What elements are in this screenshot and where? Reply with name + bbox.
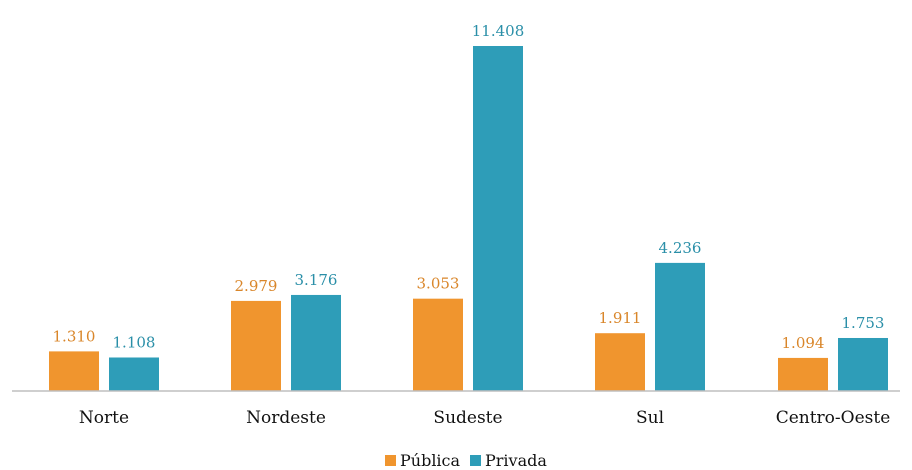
legend-swatch-publica	[385, 455, 396, 466]
value-label-publica-nordeste: 2.979	[235, 277, 278, 295]
value-label-privada-sudeste: 11.408	[472, 22, 525, 40]
legend-label-publica: Pública	[400, 451, 461, 470]
bar-privada-sudeste	[473, 46, 523, 391]
bar-publica-nordeste	[231, 300, 281, 391]
value-label-privada-nordeste: 3.176	[295, 271, 338, 289]
value-label-privada-centro-oeste: 1.753	[842, 314, 885, 332]
bars-group	[49, 46, 888, 391]
bar-publica-norte	[49, 351, 99, 391]
bar-publica-sudeste	[413, 298, 463, 391]
value-labels-group: 1.310 1.108 2.979 3.176 3.053 11.408 1.911 4.23…	[53, 22, 885, 352]
value-label-privada-sul: 4.236	[659, 239, 702, 257]
value-label-publica-centro-oeste: 1.094	[782, 334, 825, 352]
value-label-publica-norte: 1.310	[53, 327, 96, 345]
bar-privada-nordeste	[291, 294, 341, 391]
category-label-sul: Sul	[636, 408, 664, 428]
legend-label-privada: Privada	[485, 451, 547, 470]
category-label-norte: Norte	[79, 408, 129, 428]
category-label-nordeste: Nordeste	[246, 408, 326, 428]
value-label-privada-norte: 1.108	[113, 333, 156, 351]
bar-privada-norte	[109, 357, 159, 391]
category-label-centro-oeste: Centro-Oeste	[776, 408, 891, 428]
bar-privada-centro-oeste	[838, 337, 888, 391]
legend-swatch-privada	[470, 455, 481, 466]
value-label-publica-sul: 1.911	[599, 309, 642, 327]
bar-publica-sul	[595, 333, 645, 391]
value-label-publica-sudeste: 3.053	[417, 275, 460, 293]
category-labels-group: Norte Nordeste Sudeste Sul Centro-Oeste	[79, 408, 890, 428]
legend: Pública Privada	[385, 451, 547, 470]
category-label-sudeste: Sudeste	[433, 408, 502, 428]
bar-privada-sul	[655, 262, 705, 391]
bar-publica-centro-oeste	[778, 357, 828, 391]
